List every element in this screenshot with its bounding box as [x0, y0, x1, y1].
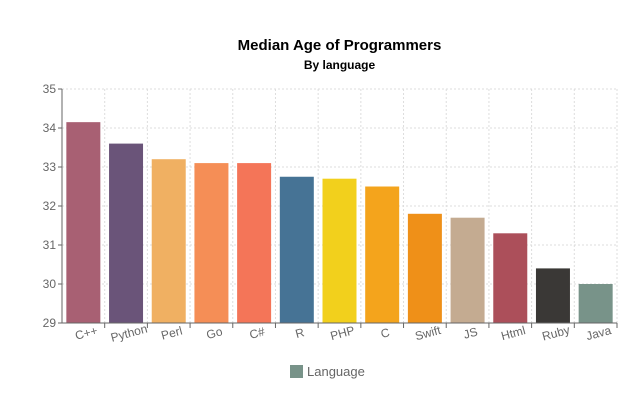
bar-js[interactable] [450, 217, 485, 323]
bar-ruby[interactable] [535, 268, 570, 323]
y-tick-label: 32 [43, 199, 57, 213]
bar-c[interactable] [365, 186, 400, 324]
bar-python[interactable] [109, 143, 144, 323]
x-tick-label: Ruby [541, 323, 572, 344]
x-tick-label: PHP [329, 323, 356, 343]
bar-html[interactable] [493, 233, 528, 323]
legend-swatch [290, 365, 303, 378]
x-tick-label: C# [248, 324, 267, 342]
x-tick-label: Python [109, 322, 149, 345]
y-tick-label: 33 [43, 160, 57, 174]
legend-item[interactable]: Language [290, 364, 365, 379]
x-tick-label: Go [205, 324, 224, 342]
bar-perl[interactable] [151, 159, 186, 323]
y-tick-label: 29 [43, 316, 57, 330]
y-tick-label: 30 [43, 277, 57, 291]
x-tick-label: R [294, 325, 306, 341]
bar-swift[interactable] [407, 213, 442, 323]
x-tick-label: JS [462, 325, 479, 342]
y-tick-label: 35 [43, 82, 57, 96]
x-tick-label: Swift [413, 323, 442, 343]
bar-java[interactable] [578, 284, 613, 323]
bar-csharp[interactable] [237, 163, 272, 323]
chart-title: Median Age of Programmers [237, 37, 442, 54]
x-tick-label: Html [500, 323, 527, 343]
legend-label: Language [307, 364, 365, 379]
x-tick-label: C [379, 325, 391, 341]
bar-php[interactable] [322, 178, 357, 323]
x-tick-label: C++ [74, 323, 100, 342]
y-tick-label: 34 [43, 121, 57, 135]
bar-cpp[interactable] [66, 122, 101, 324]
x-tick-label: Perl [160, 324, 184, 343]
chart-subtitle: By language [303, 58, 376, 72]
x-tick-label: Java [585, 323, 613, 343]
bar-r[interactable] [279, 176, 314, 323]
bar-go[interactable] [194, 163, 229, 323]
y-tick-label: 31 [43, 238, 57, 252]
